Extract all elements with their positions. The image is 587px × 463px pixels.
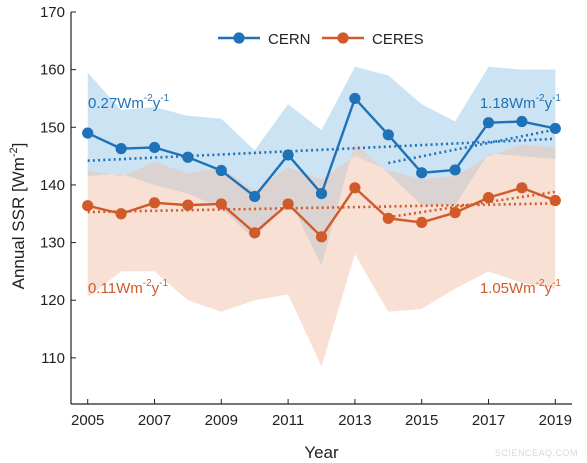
point-ceres-2005	[82, 200, 94, 212]
x-tick-label-2017: 2017	[472, 412, 505, 429]
trend-label-exp2: -1	[159, 278, 168, 289]
point-cern-2010	[249, 190, 261, 203]
trend-label-unit: y	[153, 95, 161, 112]
point-ceres-2012	[315, 231, 328, 243]
point-cern-2008	[182, 151, 194, 163]
trend-label-cern-2: 1.18Wm-2y-1	[480, 93, 562, 112]
legend-label-ceres: CERES	[372, 31, 424, 48]
series-lines	[82, 92, 561, 243]
watermark-text: SCIENCEAQ.COM	[495, 448, 578, 458]
point-ceres-2015	[416, 216, 428, 229]
y-tick-label-160: 160	[40, 62, 65, 79]
trend-label-ceres-2: 1.05Wm-2y-1	[480, 278, 562, 297]
point-cern-2017	[482, 117, 495, 129]
legend-item-cern: CERN	[218, 31, 311, 48]
y-tick-label-110: 110	[41, 350, 65, 367]
point-cern-2018	[516, 115, 528, 128]
ticks: 2005 2007 2009 2011 2013 2015 2017 2019 110 120 13…	[40, 4, 572, 429]
trend-label-exp1: -2	[143, 278, 152, 289]
trend-label-exp2: -1	[552, 278, 561, 289]
point-ceres-2010	[249, 227, 261, 239]
x-tick-label-2019: 2019	[539, 412, 572, 429]
series-cern	[82, 92, 561, 203]
trend-label-value: 1.18Wm	[480, 95, 536, 112]
uncertainty-bands	[87, 66, 556, 367]
trend-label-unit: y	[152, 280, 160, 297]
y-axis-title-sup: -2	[8, 147, 20, 157]
trend-label-exp1: -2	[536, 93, 545, 104]
point-ceres-2006	[115, 208, 127, 220]
trend-label-value: 0.27Wm	[88, 95, 144, 112]
trend-annotations: 0.27Wm-2y-1 1.18Wm-2y-10.11Wm-2y-1 1.05Wm-…	[88, 93, 561, 297]
legend-item-ceres: CERES	[322, 31, 424, 48]
point-ceres-2014	[382, 212, 394, 224]
trend-label-exp2: -1	[160, 93, 169, 104]
point-cern-2012	[315, 187, 328, 200]
trend-label-value: 0.11Wm	[88, 280, 143, 297]
band-cern	[87, 66, 556, 266]
point-cern-2007	[148, 141, 161, 154]
x-tick-label-2007: 2007	[138, 412, 171, 429]
trend-label-unit: y	[545, 280, 553, 297]
point-ceres-2009	[215, 198, 227, 210]
band-overlap	[87, 141, 556, 266]
trend-label-exp1: -2	[144, 93, 153, 104]
point-cern-2015	[416, 167, 428, 179]
x-tick-label-2005: 2005	[71, 412, 104, 429]
point-ceres-2018	[516, 182, 528, 194]
x-tick-label-2011: 2011	[272, 412, 304, 429]
x-tick-label-2009: 2009	[205, 412, 238, 429]
point-ceres-2016	[449, 207, 461, 219]
y-tick-label-140: 140	[40, 177, 65, 194]
point-cern-2009	[215, 164, 227, 177]
y-axis-title-main: Annual SSR [Wm	[9, 157, 28, 289]
series-ceres	[82, 182, 561, 243]
point-cern-2016	[449, 164, 461, 176]
point-cern-2006	[115, 143, 127, 155]
x-axis-title: Year	[304, 443, 339, 462]
trend-line-cern-1	[87, 137, 556, 163]
point-cern-2011	[282, 149, 294, 161]
legend-label-cern: CERN	[268, 31, 311, 48]
point-cern-2005	[82, 127, 94, 139]
y-axis-title-tail: ]	[9, 143, 28, 148]
legend-swatch-marker-ceres	[337, 32, 349, 44]
point-ceres-2013	[349, 182, 361, 194]
y-tick-label-120: 120	[40, 292, 65, 309]
point-ceres-2019	[549, 194, 561, 207]
x-tick-label-2015: 2015	[405, 412, 438, 429]
y-tick-label-170: 170	[40, 4, 65, 21]
point-ceres-2011	[282, 198, 294, 210]
y-tick-label-150: 150	[40, 119, 65, 136]
trend-label-ceres-1: 0.11Wm-2y-1	[88, 278, 168, 297]
point-ceres-2017	[482, 192, 495, 204]
y-axis-title: Annual SSR [Wm-2]	[8, 143, 28, 290]
point-ceres-2007	[148, 197, 161, 209]
point-cern-2019	[549, 122, 561, 135]
trend-label-exp2: -1	[552, 93, 561, 104]
trend-label-value: 1.05Wm	[480, 280, 536, 297]
point-cern-2014	[382, 129, 394, 141]
x-tick-label-2013: 2013	[338, 412, 371, 429]
legend: CERN CERES	[218, 31, 424, 48]
point-ceres-2008	[182, 199, 194, 211]
point-cern-2013	[349, 92, 361, 105]
trend-label-unit: y	[545, 95, 553, 112]
legend-swatch-marker-cern	[233, 32, 245, 44]
trend-label-exp1: -2	[536, 278, 545, 289]
trend-label-cern-1: 0.27Wm-2y-1	[88, 93, 170, 112]
y-tick-label-130: 130	[40, 235, 65, 252]
